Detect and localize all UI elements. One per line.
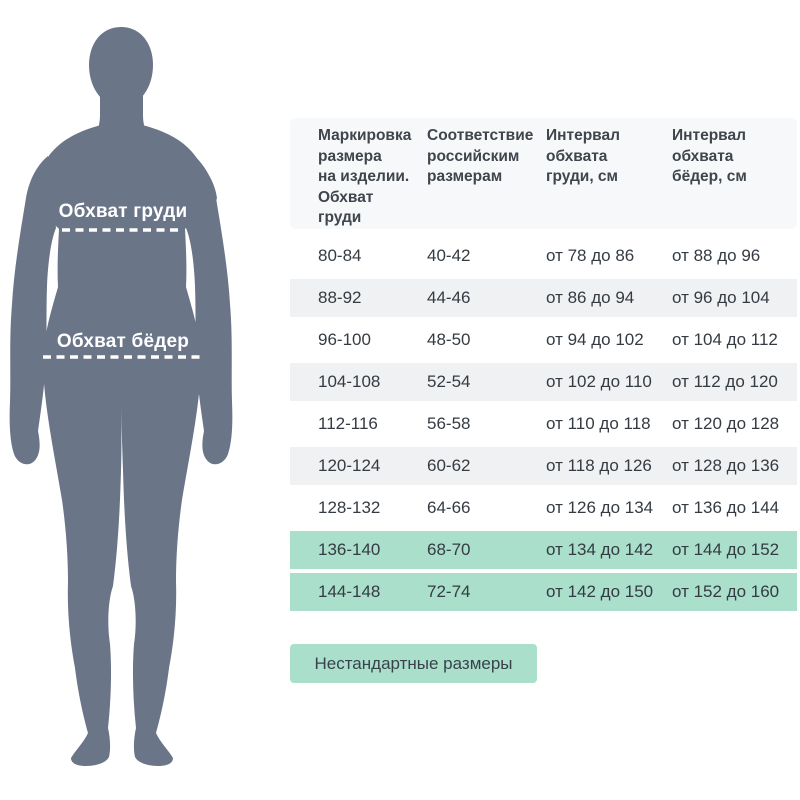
size-marking-cell: 112-116 — [318, 414, 378, 433]
hips-interval-cell: от 144 до 152 — [672, 540, 780, 559]
header-chest-interval: Интервал обхвата груди, см — [546, 127, 620, 185]
hips-interval-cell: от 104 до 112 — [672, 330, 778, 349]
hips-interval-cell: от 96 до 104 — [672, 288, 770, 307]
russian-size-cell: 48-50 — [427, 330, 471, 349]
chest-interval-cell: от 94 до 102 — [546, 330, 644, 349]
chest-interval-cell: от 110 до 118 — [546, 414, 651, 433]
chest-interval-cell: от 102 до 110 — [546, 372, 652, 391]
size-marking-cell: 128-132 — [318, 498, 381, 517]
table-row: 96-100 48-50 от 94 до 102 от 104 до 112 — [290, 319, 797, 361]
size-marking-cell: 120-124 — [318, 456, 381, 475]
right-arm-shape — [186, 156, 233, 465]
head-shape — [89, 27, 153, 105]
table-row: 128-132 64-66 от 126 до 134 от 136 до 14… — [290, 487, 797, 529]
russian-size-cell: 56-58 — [427, 414, 471, 433]
russian-size-cell: 44-46 — [427, 288, 471, 307]
russian-size-cell: 64-66 — [427, 498, 471, 517]
female-body-silhouette — [9, 27, 233, 766]
hips-interval-cell: от 88 до 96 — [672, 246, 761, 265]
chest-interval-cell: от 78 до 86 — [546, 246, 635, 265]
hips-interval-cell: от 152 до 160 — [672, 582, 780, 601]
table-row: 144-148 72-74 от 142 до 150 от 152 до 16… — [290, 571, 797, 613]
size-marking-cell: 136-140 — [318, 540, 381, 559]
chest-interval-cell: от 86 до 94 — [546, 288, 635, 307]
header-russian-size: Соответствие российским размерам — [427, 127, 534, 185]
table-row: 120-124 60-62 от 118 до 126 от 128 до 13… — [290, 445, 797, 487]
header-size-marking: Маркировка размера на изделии. Обхват гр… — [318, 127, 412, 226]
russian-size-cell: 72-74 — [427, 582, 471, 601]
size-marking-cell: 88-92 — [318, 288, 362, 307]
chest-interval-cell: от 118 до 126 — [546, 456, 652, 475]
hips-interval-cell: от 112 до 120 — [672, 372, 778, 391]
hips-interval-cell: от 120 до 128 — [672, 414, 780, 433]
chest-interval-cell: от 134 до 142 — [546, 540, 654, 559]
table-body: 80-84 40-42 от 78 до 86 от 88 до 96 88-9… — [290, 235, 797, 613]
size-marking-cell: 144-148 — [318, 582, 381, 601]
table-row: 136-140 68-70 от 134 до 142 от 144 до 15… — [290, 529, 797, 571]
size-marking-cell: 96-100 — [318, 330, 371, 349]
hips-interval-cell: от 136 до 144 — [672, 498, 780, 517]
russian-size-cell: 60-62 — [427, 456, 471, 475]
header-hips-interval: Интервал обхвата бёдер, см — [672, 127, 747, 185]
table-row: 88-92 44-46 от 86 до 94 от 96 до 104 — [290, 277, 797, 319]
table-row: 80-84 40-42 от 78 до 86 от 88 до 96 — [290, 235, 797, 277]
russian-size-cell: 52-54 — [427, 372, 471, 391]
russian-size-cell: 68-70 — [427, 540, 471, 559]
size-marking-cell: 104-108 — [318, 372, 381, 391]
table-header-row: Маркировка размера на изделии. Обхват гр… — [290, 118, 797, 229]
russian-size-cell: 40-42 — [427, 246, 471, 265]
chest-measure-label: Обхват груди — [58, 201, 188, 222]
table-row: 112-116 56-58 от 110 до 118 от 120 до 12… — [290, 403, 797, 445]
hips-interval-cell: от 128 до 136 — [672, 456, 780, 475]
hips-measure-label: Обхват бёдер — [56, 331, 190, 352]
torso-and-legs-shape — [27, 121, 217, 766]
left-arm-shape — [9, 156, 56, 465]
size-table: Маркировка размера на изделии. Обхват гр… — [290, 118, 797, 613]
size-marking-cell: 80-84 — [318, 246, 362, 265]
chest-interval-cell: от 126 до 134 — [546, 498, 654, 517]
table-row: 104-108 52-54 от 102 до 110 от 112 до 12… — [290, 361, 797, 403]
nonstandard-sizes-badge: Нестандартные размеры — [290, 644, 537, 683]
chest-interval-cell: от 142 до 150 — [546, 582, 654, 601]
